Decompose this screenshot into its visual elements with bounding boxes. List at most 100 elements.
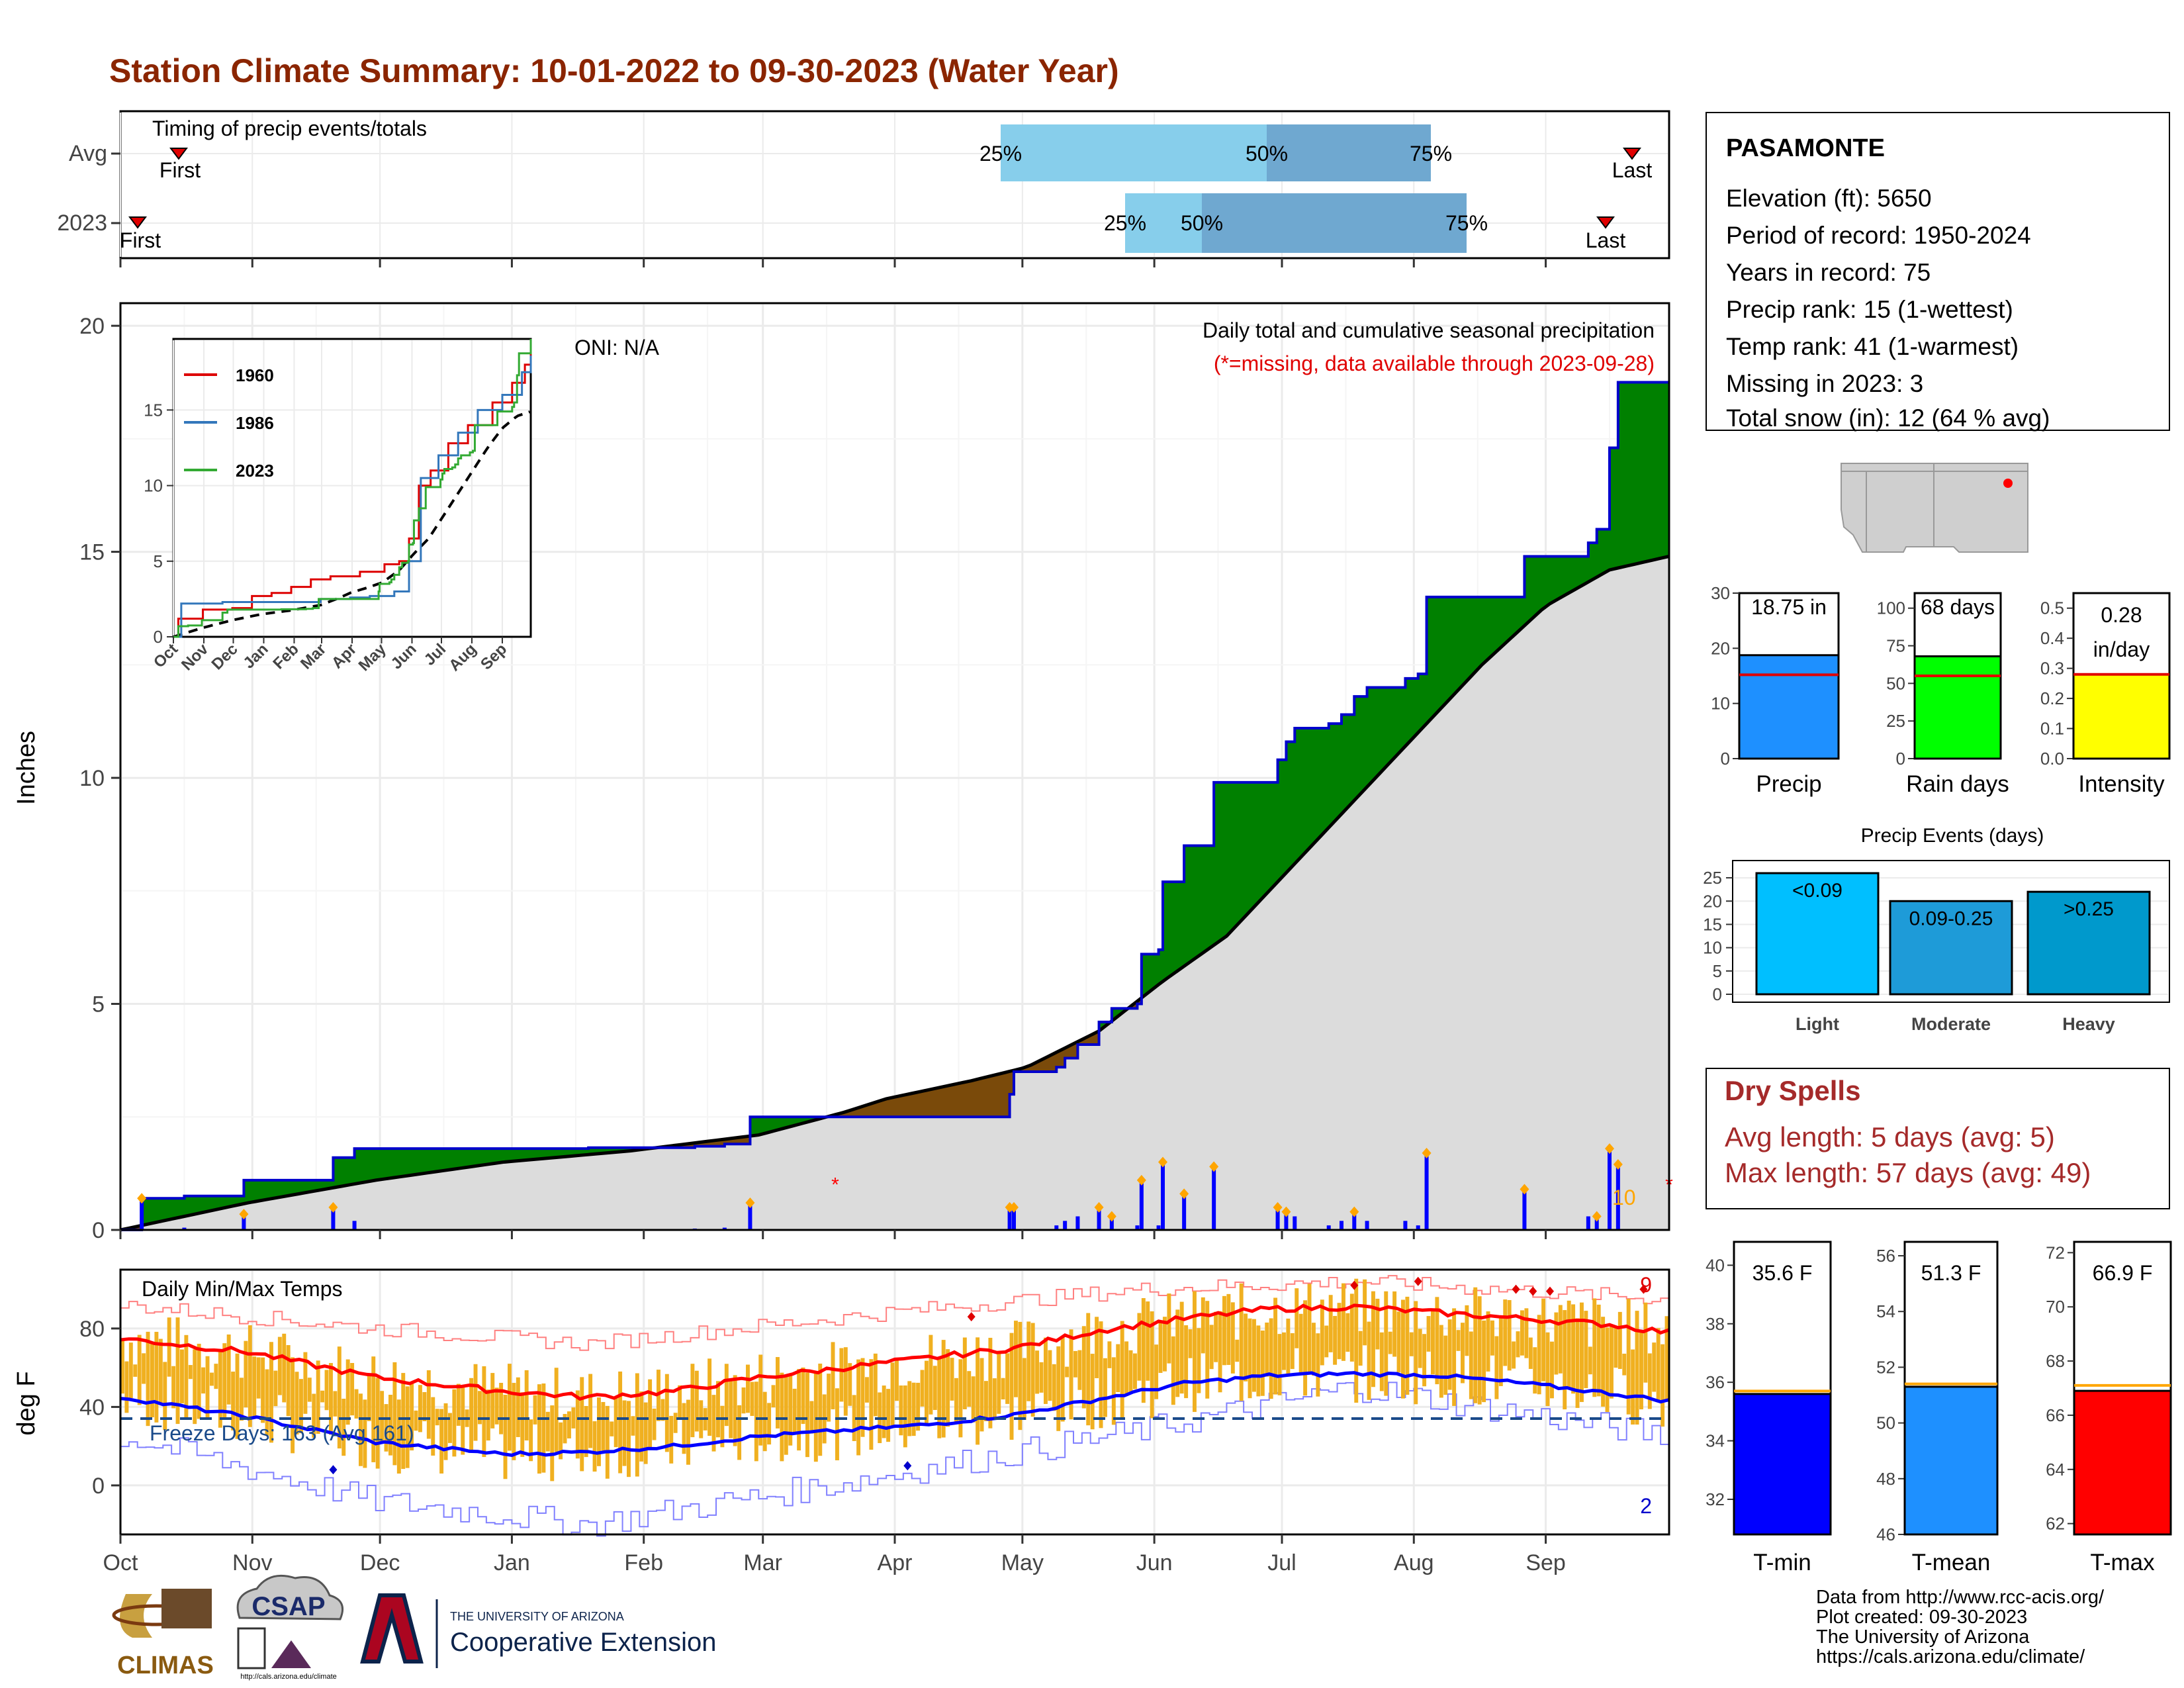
mini-bar-tick-label: 25 xyxy=(1886,711,1905,731)
daily-temp-bar xyxy=(729,1380,733,1438)
inset-average-line xyxy=(173,410,531,638)
events-title: Precip Events (days) xyxy=(1861,825,2044,847)
events-category-label: Heavy xyxy=(2062,1014,2115,1034)
temp-record-markers xyxy=(329,1276,1648,1475)
daily-temp-bar xyxy=(133,1364,138,1377)
big-event-marker xyxy=(239,1209,249,1220)
daily-temp-bar xyxy=(231,1372,236,1430)
daily-temp-bar xyxy=(941,1340,946,1438)
events-bar xyxy=(1889,900,2013,996)
inset-1986-line xyxy=(173,355,532,638)
daily-precip-bar xyxy=(1063,1221,1068,1230)
daily-temp-bar xyxy=(401,1373,406,1470)
big-event-marker xyxy=(1107,1211,1116,1222)
daily-temp-bar xyxy=(694,1370,699,1432)
daily-temp-bar xyxy=(410,1382,414,1451)
daily-temp-bar xyxy=(1465,1305,1469,1356)
daily-temp-bar xyxy=(618,1371,623,1474)
daily-precip-bar xyxy=(1097,1207,1101,1230)
month-axis-labels: Oct Nov Dec Jan Feb Mar Apr May Jun Jul Aug Sep xyxy=(103,1550,1566,1575)
mini-bar-label: Precip xyxy=(1756,771,1821,797)
daily-temp-bar xyxy=(1248,1318,1252,1399)
daily-temp-bar xyxy=(895,1360,899,1401)
events-y-tick-label: 5 xyxy=(1713,961,1722,981)
events-bar-label: <0.09 xyxy=(1792,880,1843,902)
mini-bar-tick-label: 100 xyxy=(1877,598,1905,618)
daily-temp-bar xyxy=(1218,1311,1222,1393)
daily-temp-bar xyxy=(1617,1311,1622,1369)
month-label: Oct xyxy=(103,1550,138,1575)
footer-credits: Data from http://www.rcc-acis.org/ Plot … xyxy=(1816,1587,2105,1667)
temp-summary-chart-0: 32 34 36 38 40 35.6 F T-min xyxy=(1706,1241,1832,1575)
temp-summary-tick-label: 34 xyxy=(1706,1431,1725,1451)
yr-q25-q50-bar xyxy=(1125,193,1202,253)
daily-temp-bar xyxy=(733,1375,737,1446)
temp-label: Daily Min/Max Temps xyxy=(142,1277,342,1301)
mini-bar-chart-2: 0.0 0.1 0.2 0.3 0.4 0.5 0.28 in/day Intensity xyxy=(2040,592,2171,797)
daily-temp-bar xyxy=(1193,1291,1197,1412)
daily-temp-bar xyxy=(1005,1353,1010,1404)
station-line-5: Missing in 2023: 3 xyxy=(1726,370,1923,397)
temp-y-tick-label: 0 xyxy=(92,1474,105,1499)
daily-temp-bar xyxy=(244,1340,248,1408)
daily-temp-bar xyxy=(673,1413,678,1433)
daily-temp-bar xyxy=(1048,1350,1052,1401)
daily-temp-bar xyxy=(541,1383,546,1473)
daily-temp-bar xyxy=(1018,1321,1023,1430)
daily-temp-bar xyxy=(439,1409,444,1474)
month-label: Sep xyxy=(1525,1550,1566,1575)
daily-temp-bar xyxy=(1643,1302,1648,1383)
daily-temp-bar xyxy=(614,1397,618,1448)
daily-temp-bar xyxy=(320,1390,325,1403)
daily-temp-bar xyxy=(503,1395,508,1479)
daily-temp-bar xyxy=(1477,1296,1482,1405)
temp-summary-tick-label: 56 xyxy=(1876,1246,1895,1266)
inset-2023-line xyxy=(173,339,532,638)
drier-than-average-area xyxy=(120,999,1142,1230)
precip-y-tick-label: 20 xyxy=(79,314,105,339)
record-high-marker xyxy=(1414,1276,1422,1286)
daily-temp-bar xyxy=(396,1399,401,1474)
daily-temp-bar xyxy=(1596,1304,1601,1397)
ua-logo-big: Cooperative Extension xyxy=(450,1628,716,1657)
daily-temp-bar xyxy=(1537,1315,1541,1395)
daily-temp-bar xyxy=(559,1422,563,1460)
daily-temp-bar xyxy=(1179,1301,1184,1394)
daily-temp-bars xyxy=(120,1278,1669,1481)
daily-temp-bar xyxy=(269,1342,273,1443)
big-event-marker xyxy=(745,1197,755,1209)
avg-q50-q75-bar xyxy=(1267,124,1431,181)
daily-temp-bar xyxy=(486,1389,490,1441)
daily-temp-bar xyxy=(1167,1293,1171,1364)
daily-temp-bar xyxy=(627,1401,631,1477)
locator-map xyxy=(1841,463,2028,553)
daily-temp-bar xyxy=(426,1370,431,1439)
mini-bar-tick-label: 0 xyxy=(1721,749,1730,769)
record-high-marker xyxy=(1546,1286,1554,1296)
daily-temp-bar xyxy=(988,1337,993,1429)
daily-temp-bar xyxy=(1443,1335,1448,1395)
daily-temp-bar xyxy=(452,1389,457,1457)
daily-temp-bar xyxy=(431,1397,435,1456)
daily-temp-bar xyxy=(1060,1337,1065,1422)
inset-legend: 1960 1986 2023 xyxy=(184,365,274,481)
temp-summary-tick-label: 36 xyxy=(1706,1372,1725,1392)
daily-temp-bar xyxy=(175,1317,180,1425)
daily-temp-bar xyxy=(150,1341,154,1418)
daily-temp-bar xyxy=(252,1356,257,1418)
temp-summary-tick-label: 62 xyxy=(2046,1514,2065,1534)
daily-precip-bar xyxy=(722,1227,727,1230)
daily-temp-bar xyxy=(1150,1311,1154,1419)
daily-temp-bar xyxy=(478,1391,482,1425)
daily-temp-bar xyxy=(490,1373,495,1429)
daily-temp-bar xyxy=(801,1367,805,1425)
mini-bar-tick-label: 30 xyxy=(1711,583,1730,603)
daily-temp-bar xyxy=(341,1398,346,1456)
temp-panel: deg F 0 40 80 Daily Min/Max Temps Freeze D… xyxy=(13,1268,1670,1575)
daily-temp-bar xyxy=(1379,1332,1384,1391)
mini-bar-label: Intensity xyxy=(2078,771,2165,797)
daily-temp-bar xyxy=(235,1353,240,1439)
temp-summary-tick-label: 52 xyxy=(1876,1357,1895,1377)
daily-temp-bar xyxy=(1392,1291,1397,1357)
